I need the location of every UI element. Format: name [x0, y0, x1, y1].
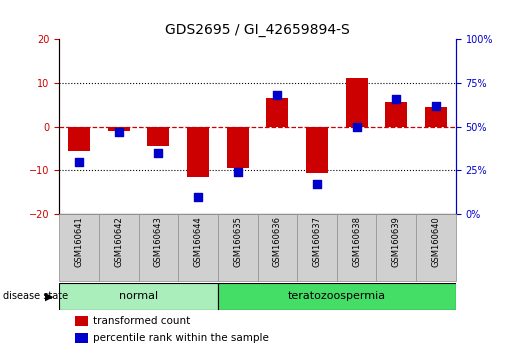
Text: GSM160639: GSM160639	[392, 216, 401, 267]
Point	[234, 169, 242, 175]
Point	[273, 92, 281, 98]
Bar	[99, 214, 139, 281]
Bar	[297, 214, 337, 281]
Bar	[306, 127, 328, 172]
Text: GSM160635: GSM160635	[233, 216, 242, 267]
Bar	[346, 78, 368, 127]
Text: GSM160644: GSM160644	[194, 216, 202, 267]
Bar	[75, 316, 88, 326]
Text: ▶: ▶	[45, 291, 53, 302]
Bar	[59, 214, 99, 281]
Title: GDS2695 / GI_42659894-S: GDS2695 / GI_42659894-S	[165, 23, 350, 36]
Point	[114, 129, 123, 135]
Text: GSM160636: GSM160636	[273, 216, 282, 267]
Text: GSM160642: GSM160642	[114, 216, 123, 267]
Point	[154, 150, 163, 156]
Text: percentile rank within the sample: percentile rank within the sample	[93, 333, 269, 343]
Point	[392, 96, 401, 101]
Bar	[385, 102, 407, 127]
Bar	[147, 127, 169, 146]
Bar	[337, 214, 376, 281]
Bar	[75, 333, 88, 343]
Point	[432, 103, 440, 108]
Bar	[425, 107, 447, 127]
Text: teratozoospermia: teratozoospermia	[288, 291, 386, 302]
Text: GSM160638: GSM160638	[352, 216, 361, 267]
Bar	[416, 214, 456, 281]
Text: disease state: disease state	[3, 291, 67, 302]
Text: normal: normal	[119, 291, 158, 302]
Bar	[139, 214, 178, 281]
Text: GSM160643: GSM160643	[154, 216, 163, 267]
Text: GSM160637: GSM160637	[313, 216, 321, 267]
Bar	[227, 127, 249, 168]
Text: transformed count: transformed count	[93, 316, 190, 326]
Bar	[108, 127, 130, 131]
Point	[194, 194, 202, 200]
Point	[313, 182, 321, 187]
Bar	[218, 214, 258, 281]
Bar	[68, 127, 90, 151]
Bar	[218, 283, 456, 310]
Text: GSM160640: GSM160640	[432, 216, 440, 267]
Bar	[178, 214, 218, 281]
Bar	[376, 214, 416, 281]
Point	[75, 159, 83, 164]
Bar	[187, 127, 209, 177]
Bar	[258, 214, 297, 281]
Bar	[59, 283, 218, 310]
Text: GSM160641: GSM160641	[75, 216, 83, 267]
Point	[352, 124, 360, 130]
Bar	[266, 98, 288, 127]
